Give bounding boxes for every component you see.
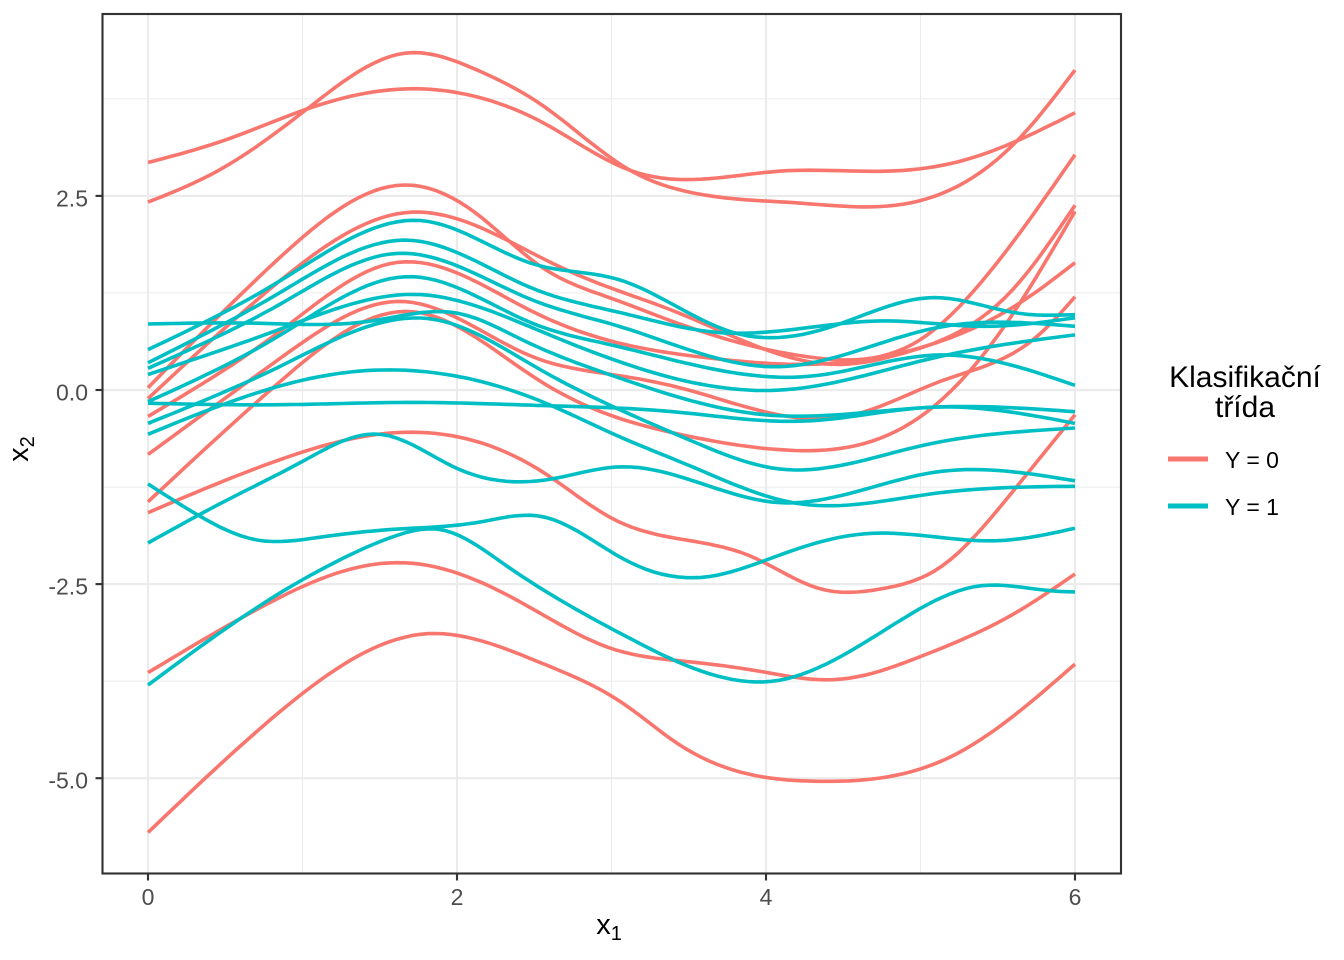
- svg-text:x2: x2: [3, 436, 39, 462]
- svg-text:0.0: 0.0: [56, 380, 88, 406]
- svg-text:třída: třída: [1215, 391, 1275, 424]
- svg-text:-5.0: -5.0: [48, 768, 88, 794]
- svg-text:Y = 1: Y = 1: [1225, 494, 1279, 520]
- svg-text:0: 0: [142, 884, 155, 910]
- svg-text:2.5: 2.5: [56, 185, 88, 211]
- svg-text:4: 4: [760, 884, 773, 910]
- svg-text:Klasifikační: Klasifikační: [1169, 361, 1321, 394]
- svg-text:-2.5: -2.5: [48, 574, 88, 600]
- svg-text:Y = 0: Y = 0: [1225, 447, 1279, 473]
- svg-text:6: 6: [1069, 884, 1082, 910]
- svg-text:2: 2: [451, 884, 464, 910]
